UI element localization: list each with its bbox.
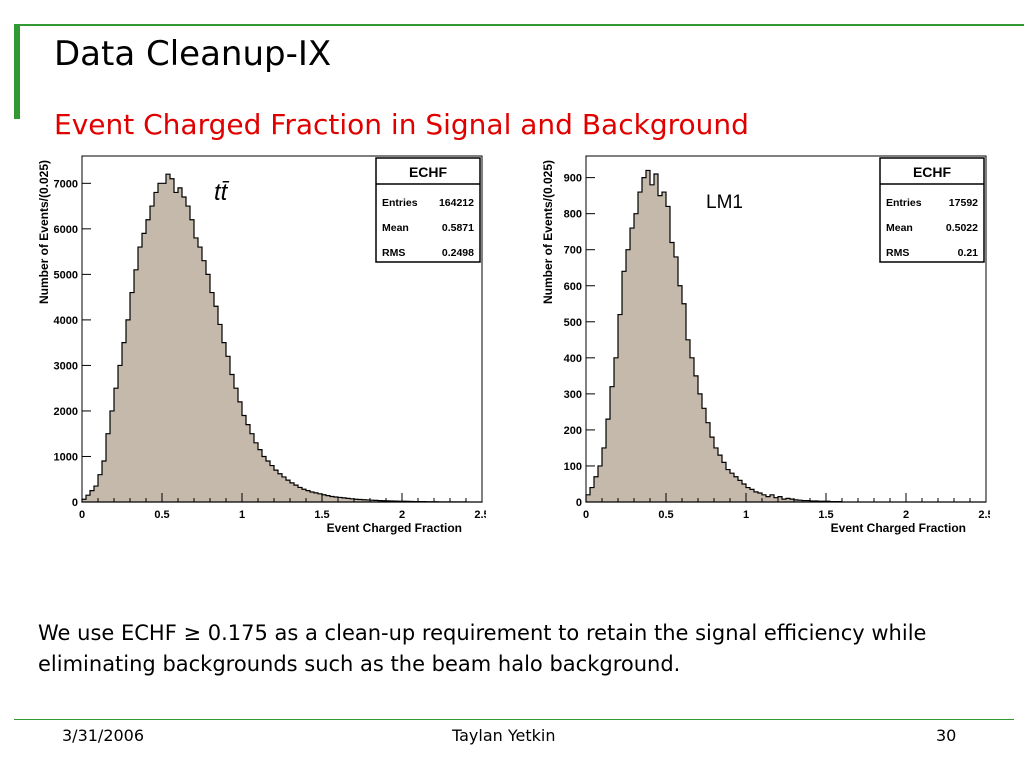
- slide-title: Data Cleanup-IX: [54, 34, 332, 74]
- stats-row-value: 0.5871: [442, 222, 474, 234]
- histogram-bars: [81, 173, 483, 503]
- stats-row-value: 0.5022: [946, 222, 978, 234]
- y-tick-label: 900: [564, 173, 582, 185]
- footer-author: Taylan Yetkin: [452, 726, 556, 745]
- stats-box: [879, 157, 985, 263]
- footer-date: 3/31/2006: [62, 726, 145, 745]
- footer-divider: [14, 719, 1014, 720]
- body-text-part-2: 0.175 as a clean-up requirement to retai…: [38, 621, 927, 676]
- x-tick-label: 1.5: [818, 509, 833, 521]
- x-tick-label: 0.5: [658, 509, 673, 521]
- footer-page-number: 30: [936, 726, 957, 745]
- stats-box: [375, 157, 481, 263]
- stats-row-value: 0.2498: [442, 247, 474, 259]
- y-tick-label: 7000: [54, 178, 78, 190]
- x-axis-label: Event Charged Fraction: [831, 521, 966, 535]
- y-axis-label: Number of Events/(0.025): [541, 160, 555, 304]
- x-tick-label: 2: [903, 509, 909, 521]
- stats-row-value: 164212: [439, 197, 474, 209]
- stats-row-label: Mean: [886, 222, 913, 234]
- histogram-ttbar: 0 0.5 1 1.5 2 2.5 0 1000 2000 3000 4000 5000 6000 700…: [36, 150, 486, 545]
- geq-symbol: ≥: [183, 621, 202, 645]
- y-tick-label: 400: [564, 353, 582, 365]
- plot-frame-edge: [81, 155, 483, 503]
- histogram-svg: 0 0.5 1 1.5 2 2.5 0 100 200 300 400 500 600 700 800 900…: [541, 155, 990, 535]
- accent-bar-horizontal: [14, 24, 1024, 26]
- stats-row-label: RMS: [382, 247, 405, 259]
- sample-label: LM1: [706, 192, 743, 213]
- y-tick-label: 600: [564, 281, 582, 293]
- y-tick-label: 4000: [54, 315, 78, 327]
- slide-subtitle: Event Charged Fraction in Signal and Bac…: [54, 108, 749, 141]
- y-tick-label: 2000: [54, 406, 78, 418]
- y-tick-label: 3000: [54, 360, 78, 372]
- stats-title: ECHF: [913, 164, 952, 180]
- plot-frame-edge: [585, 155, 987, 503]
- y-axis-label: Number of Events/(0.025): [37, 160, 51, 304]
- y-tick-label: 700: [564, 245, 582, 257]
- x-tick-label: 0: [583, 509, 589, 521]
- y-tick-label: 500: [564, 317, 582, 329]
- y-tick-label: 6000: [54, 224, 78, 236]
- accent-bar-vertical: [14, 24, 20, 119]
- x-tick-label: 2: [399, 509, 405, 521]
- stats-row-label: Mean: [382, 222, 409, 234]
- body-text-part-1: We use ECHF: [38, 621, 184, 645]
- y-tick-label: 200: [564, 425, 582, 437]
- x-tick-label: 2.5: [978, 509, 990, 521]
- y-tick-label: 300: [564, 389, 582, 401]
- histogram-lm1: 0 0.5 1 1.5 2 2.5 0 100 200 300 400 500 600 700 800 900…: [540, 150, 990, 545]
- histogram-svg: 0 0.5 1 1.5 2 2.5 0 1000 2000 3000 4000 5000 6000 700…: [37, 155, 486, 535]
- y-tick-label: 5000: [54, 269, 78, 281]
- y-tick-label: 0: [576, 497, 582, 509]
- stats-title: ECHF: [409, 164, 448, 180]
- stats-row-value: 17592: [949, 197, 978, 209]
- y-tick-label: 800: [564, 209, 582, 221]
- x-tick-label: 2.5: [474, 509, 486, 521]
- y-tick-label: 1000: [54, 451, 78, 463]
- y-tick-label: 100: [564, 461, 582, 473]
- body-text: We use ECHF ≥ 0.175 as a clean-up requir…: [38, 618, 998, 680]
- stats-row-label: Entries: [382, 197, 418, 209]
- stats-row-label: RMS: [886, 247, 909, 259]
- x-axis-label: Event Charged Fraction: [327, 521, 462, 535]
- x-tick-label: 0.5: [154, 509, 169, 521]
- stats-row-value: 0.21: [958, 247, 979, 259]
- x-tick-label: 0: [79, 509, 85, 521]
- x-tick-label: 1: [239, 509, 245, 521]
- y-tick-label: 0: [72, 497, 78, 509]
- x-tick-label: 1.5: [314, 509, 329, 521]
- sample-label: tt̄: [214, 179, 230, 206]
- stats-row-label: Entries: [886, 197, 922, 209]
- x-tick-label: 1: [743, 509, 749, 521]
